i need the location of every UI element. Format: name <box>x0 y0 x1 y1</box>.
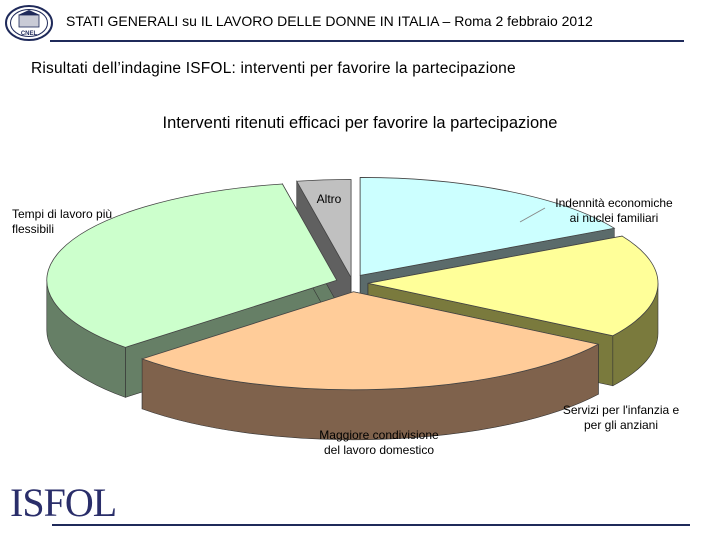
footer-divider <box>52 524 690 526</box>
pie-slice <box>140 291 600 391</box>
cnel-seal-logo: CNEL <box>4 4 54 42</box>
pie-slice-label: Altro <box>317 192 342 206</box>
pie-slice <box>359 177 616 276</box>
chart-title: Interventi ritenuti efficaci per favorir… <box>162 114 558 132</box>
header-divider <box>50 40 684 42</box>
pie-slice-label: del lavoro domestico <box>324 443 434 457</box>
pie-slice-label: Indennità economiche <box>555 196 673 210</box>
header-title: STATI GENERALI su IL LAVORO DELLE DONNE … <box>66 13 593 29</box>
pie-slice-label: ai nuclei familiari <box>570 211 659 225</box>
isfol-logo: ISFOL <box>8 476 118 530</box>
seal-text: CNEL <box>21 31 38 37</box>
pie-slice-label: Servizi per l'infanzia e <box>563 403 680 417</box>
isfol-logo-text: ISFOL <box>10 480 116 525</box>
pie-slice-label: Tempi di lavoro più <box>12 207 112 221</box>
pie-slice <box>296 179 352 280</box>
pie-slice-label: flessibili <box>12 222 54 236</box>
pie-slice <box>46 183 338 348</box>
label-leader-line <box>519 207 546 223</box>
pie-slice-label: Maggiore condivisione <box>319 428 439 442</box>
pie-slice-label: per gli anziani <box>584 418 658 432</box>
pie-slice <box>367 235 659 337</box>
subtitle: Risultati dell’indagine ISFOL: intervent… <box>31 60 516 77</box>
